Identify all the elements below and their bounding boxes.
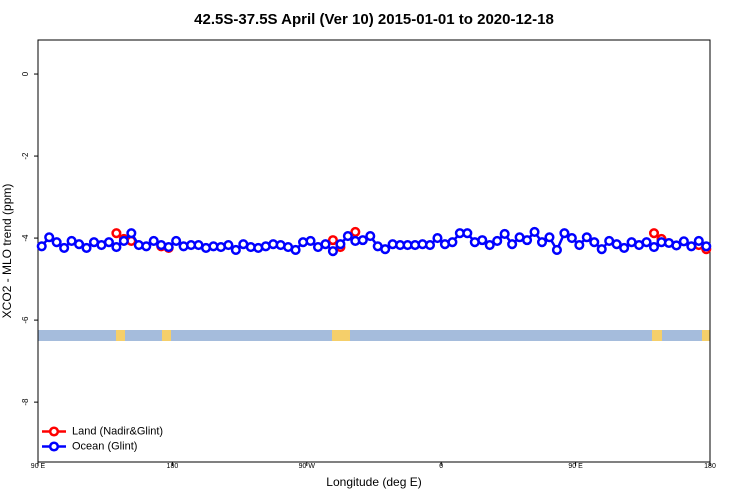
data-point — [648, 228, 660, 239]
chart-title: 42.5S-37.5S April (Ver 10) 2015-01-01 to… — [194, 11, 554, 28]
data-point — [36, 241, 47, 252]
land-mask-strip — [38, 330, 710, 341]
data-point — [619, 242, 630, 253]
series — [36, 226, 712, 257]
y-tick-label: -8 — [21, 398, 30, 406]
data-point — [678, 236, 689, 247]
data-point — [484, 240, 495, 251]
data-point — [290, 244, 301, 256]
data-point — [574, 240, 585, 251]
legend-marker — [48, 426, 60, 437]
legend-label: Land (Nadir&Glint) — [72, 425, 163, 437]
data-point — [507, 239, 518, 250]
y-tick-label: -4 — [21, 234, 30, 242]
data-point — [320, 239, 331, 250]
data-point — [686, 241, 697, 252]
x-axis-label: Longitude (deg E) — [326, 475, 421, 489]
x-tick-label: 90 E — [31, 463, 46, 470]
data-point — [126, 228, 137, 239]
data-point — [335, 239, 346, 250]
x-tick-label: 90 W — [299, 463, 316, 470]
data-point — [566, 233, 577, 244]
data-point — [118, 235, 129, 247]
y-tick-label: -2 — [21, 152, 30, 160]
data-point — [492, 235, 503, 247]
data-point — [499, 228, 510, 240]
data-point — [596, 244, 607, 255]
data-point — [81, 242, 92, 253]
land-strip — [702, 330, 710, 341]
data-point — [477, 235, 488, 246]
data-point — [223, 240, 234, 251]
x-tick-label: 90 E — [568, 463, 583, 470]
data-point — [611, 239, 622, 250]
y-tick-label: -6 — [21, 316, 30, 324]
data-point — [141, 241, 152, 252]
data-point — [671, 240, 682, 251]
data-point — [171, 235, 182, 247]
x-tick-label: 180 — [704, 463, 716, 470]
plot-frame — [37, 39, 711, 463]
land-strip — [332, 330, 350, 341]
land-strip — [162, 330, 171, 341]
land-strip — [116, 330, 125, 341]
data-point — [648, 242, 660, 253]
land-strip — [652, 330, 662, 341]
x-tick-label: 0 — [439, 463, 443, 470]
data-point — [544, 232, 555, 243]
data-point — [305, 235, 316, 247]
data-point — [59, 242, 70, 253]
data-point — [559, 228, 570, 239]
y-axis-label: XCO2 - MLO trend (ppm) — [0, 184, 14, 319]
data-point — [447, 237, 458, 248]
data-point — [589, 237, 600, 248]
legend-label: Ocean (Glint) — [72, 440, 137, 452]
data-point — [51, 237, 62, 248]
data-point — [230, 244, 241, 256]
x-tick-label: 180 — [167, 463, 179, 470]
data-point — [74, 239, 85, 250]
data-point — [693, 235, 704, 247]
data-point — [350, 226, 361, 237]
data-point — [327, 235, 338, 246]
ocean-strip — [38, 330, 710, 341]
data-point — [581, 232, 592, 243]
data-point — [148, 235, 159, 247]
data-point — [380, 244, 391, 255]
legend-marker — [48, 441, 60, 452]
data-point — [111, 242, 122, 253]
data-point — [551, 244, 562, 256]
data-point — [432, 233, 443, 244]
data-point — [529, 226, 540, 237]
data-point — [163, 242, 174, 253]
y-tick-label: 0 — [21, 71, 30, 76]
data-point — [111, 228, 122, 239]
data-point — [536, 237, 548, 248]
data-point — [522, 235, 533, 246]
data-point — [44, 232, 55, 243]
data-point — [357, 235, 368, 246]
data-point — [103, 237, 114, 248]
data-point — [462, 228, 473, 239]
data-point — [342, 230, 353, 242]
data-point — [327, 246, 338, 257]
data-point — [641, 237, 652, 248]
data-point — [365, 230, 376, 242]
data-point — [701, 241, 712, 252]
data-point — [424, 240, 436, 251]
